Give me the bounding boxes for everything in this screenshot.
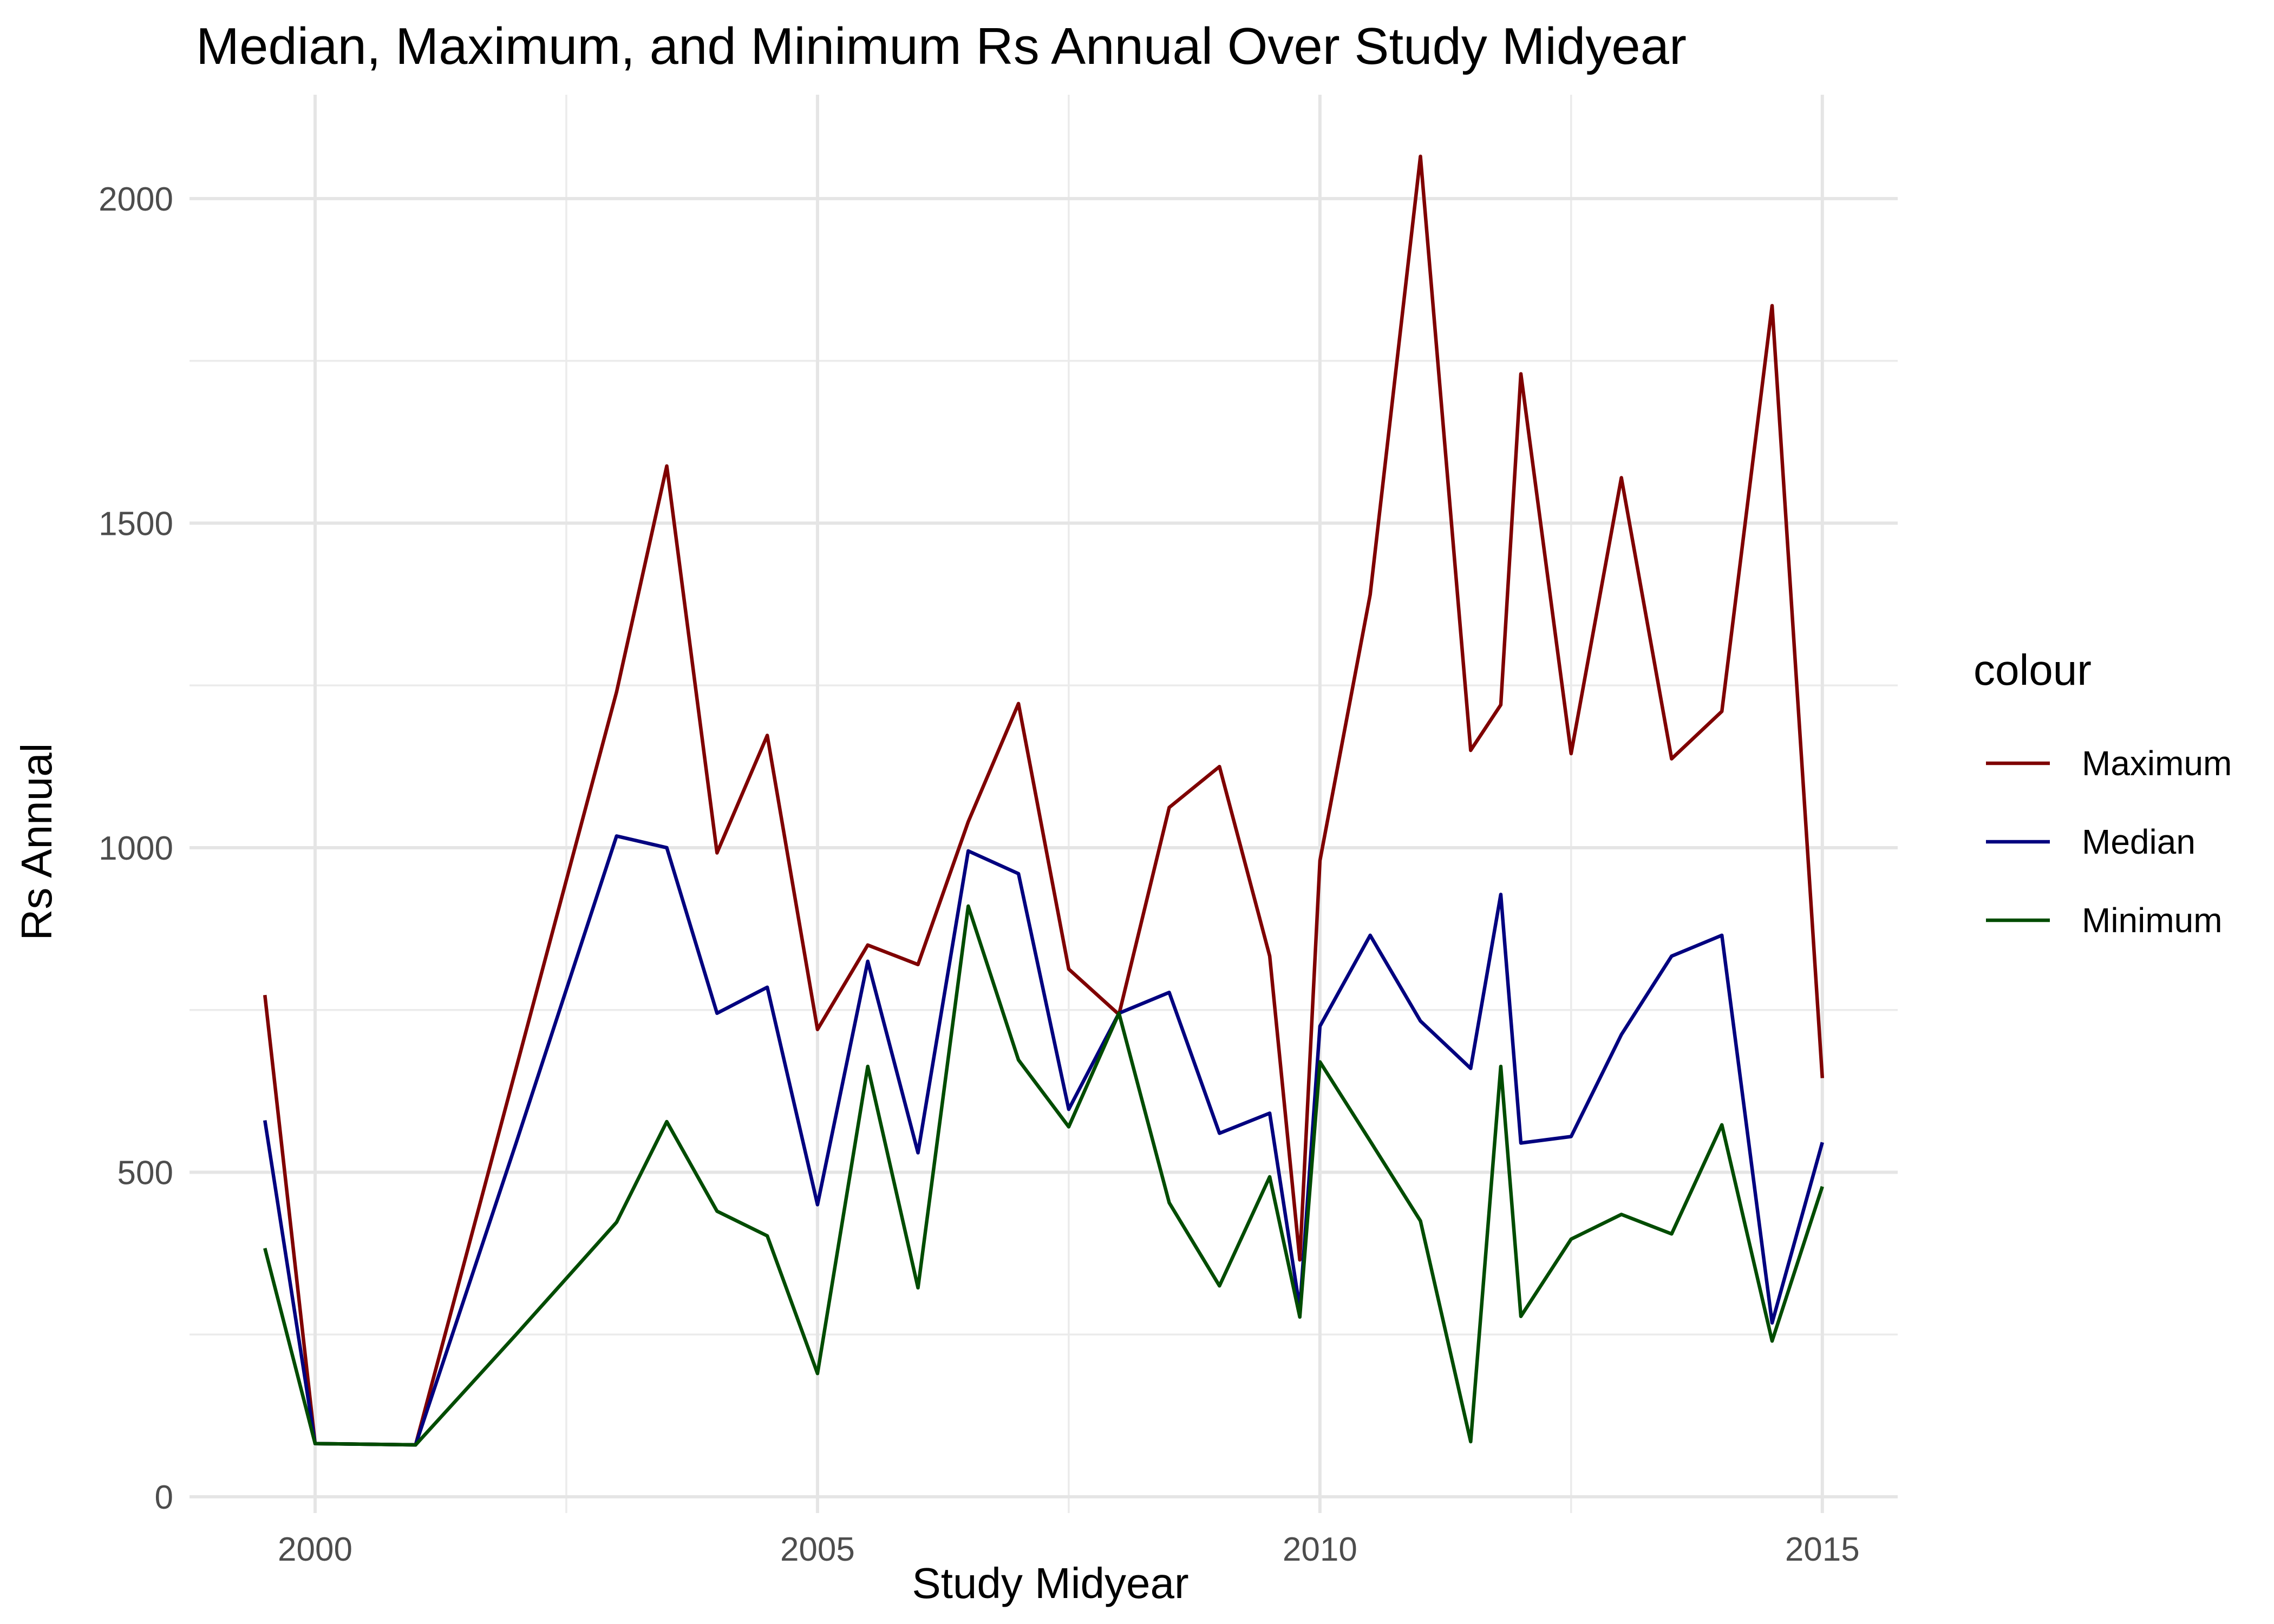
legend: colour Maximum Median Minimum (1974, 646, 2232, 940)
x-tick-label: 2010 (1283, 1531, 1357, 1568)
x-axis-title: Study Midyear (912, 1559, 1188, 1607)
legend-label-median: Median (2082, 822, 2195, 861)
legend-label-maximum: Maximum (2082, 744, 2232, 783)
y-tick-label: 2000 (99, 181, 173, 218)
y-axis-ticks: 0 500 1000 1500 2000 (99, 181, 173, 1516)
y-axis-title: Rs Annual (12, 743, 61, 941)
chart-title: Median, Maximum, and Minimum Rs Annual O… (196, 17, 1687, 75)
series-line-maximum (263, 154, 1825, 1447)
y-tick-label: 1500 (99, 505, 173, 542)
series-line-minimum (263, 904, 1824, 1447)
y-tick-label: 500 (117, 1154, 173, 1191)
y-tick-label: 1000 (99, 830, 173, 867)
x-tick-label: 2015 (1785, 1531, 1860, 1568)
x-tick-label: 2005 (780, 1531, 855, 1568)
legend-label-minimum: Minimum (2082, 901, 2223, 940)
grid (190, 95, 1898, 1513)
series-line-median (263, 834, 1824, 1447)
legend-items: Maximum Median Minimum (1986, 744, 2232, 940)
legend-title: colour (1974, 646, 2092, 694)
series-lines (263, 154, 1825, 1447)
y-tick-label: 0 (155, 1479, 173, 1516)
x-axis-ticks: 2000 2005 2010 2015 (278, 1531, 1860, 1568)
x-tick-label: 2000 (278, 1531, 352, 1568)
